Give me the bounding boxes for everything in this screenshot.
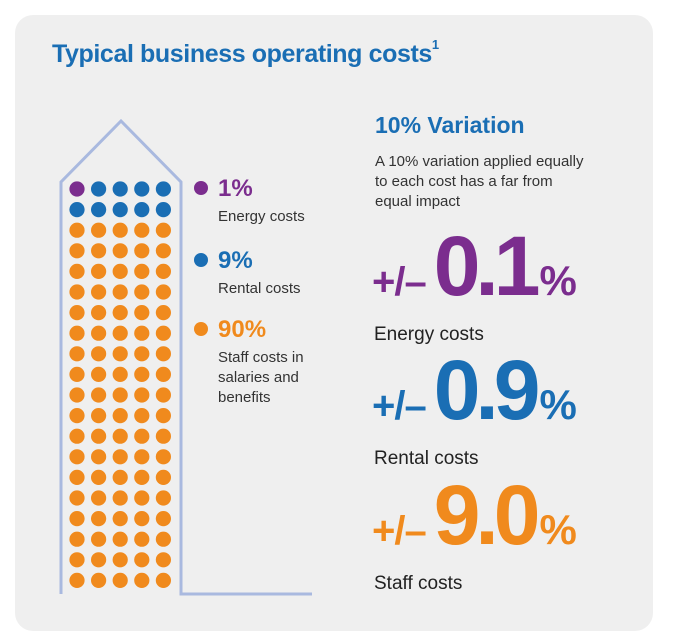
- impact-label-staff: Staff costs: [374, 573, 463, 594]
- impact-unit-rental: %: [539, 381, 577, 428]
- impact-label-rental: Rental costs: [374, 448, 479, 469]
- legend-percent-rental: 9%: [218, 247, 253, 274]
- impact-unit-staff: %: [539, 506, 577, 553]
- impact-rental: +/–0.9%: [372, 342, 577, 439]
- impact-value-staff: 9.0: [433, 468, 541, 562]
- impact-sign-rental: +/–: [372, 384, 427, 428]
- legend-label-staff: Staff costs in salaries and benefits: [218, 349, 304, 406]
- page-title: Typical business operating costs1: [52, 36, 439, 69]
- impact-staff: +/–9.0%: [372, 467, 577, 564]
- legend-dot-staff: [194, 322, 208, 336]
- impact-sign-staff: +/–: [372, 509, 427, 553]
- legend-percent-energy: 1%: [218, 175, 253, 202]
- variation-description: A 10% variation applied equally to each …: [375, 153, 584, 210]
- impact-label-energy: Energy costs: [374, 324, 484, 345]
- legend-label-rental: Rental costs: [218, 280, 301, 297]
- legend-label-energy: Energy costs: [218, 208, 305, 225]
- legend-dot-energy: [194, 181, 208, 195]
- impact-unit-energy: %: [539, 257, 577, 304]
- impact-energy: +/–0.1%: [372, 218, 577, 315]
- legend-percent-staff: 90%: [218, 316, 267, 343]
- legend-dot-rental: [194, 253, 208, 267]
- title-text: Typical business operating costs: [52, 40, 432, 68]
- impact-sign-energy: +/–: [372, 260, 427, 304]
- title-footnote: 1: [431, 36, 439, 52]
- variation-title: 10% Variation: [375, 112, 525, 138]
- impact-value-energy: 0.1: [433, 219, 541, 313]
- impact-value-rental: 0.9: [433, 343, 541, 437]
